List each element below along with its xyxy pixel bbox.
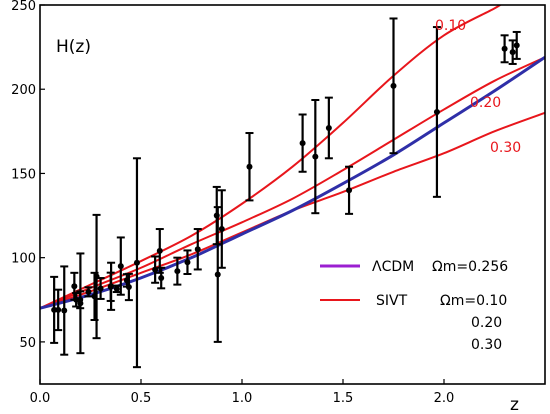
data-marker xyxy=(509,49,516,56)
data-point xyxy=(500,34,509,64)
data-point xyxy=(432,26,441,198)
x-axis: 0.0 0.5 1.0 1.5 2.0 xyxy=(30,379,455,406)
data-marker xyxy=(133,259,140,266)
y-tick-label: 200 xyxy=(11,83,36,98)
data-marker xyxy=(108,283,115,290)
data-marker xyxy=(390,82,397,89)
data-point xyxy=(151,255,160,284)
data-marker xyxy=(71,283,78,290)
legend-sivt-param-2: 0.30 xyxy=(471,337,502,353)
curve-label-0.30: 0.30 xyxy=(490,140,521,156)
y-tick-label: 50 xyxy=(19,336,36,351)
data-point xyxy=(76,252,85,355)
data-point xyxy=(116,236,125,296)
data-marker xyxy=(158,275,165,282)
x-tick-label: 0.0 xyxy=(30,391,51,406)
data-marker xyxy=(325,124,332,131)
data-point xyxy=(84,286,93,298)
plot-frame xyxy=(39,4,546,385)
curve-label-0.10: 0.10 xyxy=(435,18,466,34)
x-axis-label: z xyxy=(510,395,519,414)
data-point xyxy=(183,249,192,276)
legend-sivt-label: SIVT xyxy=(376,293,408,309)
data-marker xyxy=(113,285,120,292)
data-marker xyxy=(346,187,353,194)
y-tick-label: 250 xyxy=(11,0,36,14)
data-marker xyxy=(194,246,201,253)
data-point xyxy=(217,189,226,269)
data-marker xyxy=(246,163,253,170)
y-tick-label: 150 xyxy=(11,167,36,182)
data-marker xyxy=(218,226,225,233)
data-marker xyxy=(214,271,221,278)
data-marker xyxy=(433,108,440,115)
y-axis: 50 100 150 200 250 xyxy=(11,0,45,351)
data-point xyxy=(213,206,222,343)
data-marker xyxy=(501,45,508,52)
data-point xyxy=(107,261,116,311)
data-point xyxy=(155,228,164,274)
data-marker xyxy=(299,140,306,147)
data-marker xyxy=(77,300,84,307)
data-marker xyxy=(152,266,159,273)
data-point xyxy=(124,272,133,302)
data-marker xyxy=(184,259,191,266)
legend-lcdm-param: Ωm=0.256 xyxy=(432,259,508,275)
data-marker xyxy=(513,42,520,49)
data-marker xyxy=(174,268,181,275)
data-points xyxy=(50,17,521,369)
data-point xyxy=(508,39,517,65)
data-point xyxy=(311,99,320,215)
data-point xyxy=(245,132,254,202)
data-point xyxy=(112,284,121,294)
x-tick-label: 2.0 xyxy=(434,391,455,406)
data-point xyxy=(389,17,398,155)
x-tick-label: 1.0 xyxy=(232,391,253,406)
y-tick-label: 100 xyxy=(11,252,36,267)
data-marker xyxy=(156,247,163,254)
legend: ΛCDM Ωm=0.256 SIVT Ωm=0.10 0.20 0.30 xyxy=(320,259,508,353)
data-point xyxy=(132,157,141,369)
panel-label: H(z) xyxy=(56,37,91,57)
data-marker xyxy=(61,307,68,314)
data-point xyxy=(157,266,166,290)
legend-lcdm-label: ΛCDM xyxy=(372,259,414,275)
data-marker xyxy=(312,153,319,160)
x-tick-label: 1.5 xyxy=(333,391,354,406)
legend-sivt-param-0: Ωm=0.10 xyxy=(440,293,507,309)
sivt-curve-0.10 xyxy=(40,5,503,310)
data-point xyxy=(345,165,354,215)
curve-label-0.20: 0.20 xyxy=(470,95,501,111)
data-point xyxy=(96,277,105,300)
data-marker xyxy=(55,306,62,313)
data-point xyxy=(193,228,202,271)
data-point xyxy=(60,265,69,356)
data-marker xyxy=(117,263,124,270)
data-point xyxy=(512,30,521,60)
legend-sivt-param-1: 0.20 xyxy=(471,315,502,331)
data-marker xyxy=(97,285,104,292)
data-marker xyxy=(85,288,92,295)
data-point xyxy=(173,256,182,286)
data-point xyxy=(54,288,63,332)
x-tick-label: 0.5 xyxy=(131,391,152,406)
data-marker xyxy=(125,283,132,290)
data-point xyxy=(298,113,307,173)
data-point xyxy=(324,96,333,160)
